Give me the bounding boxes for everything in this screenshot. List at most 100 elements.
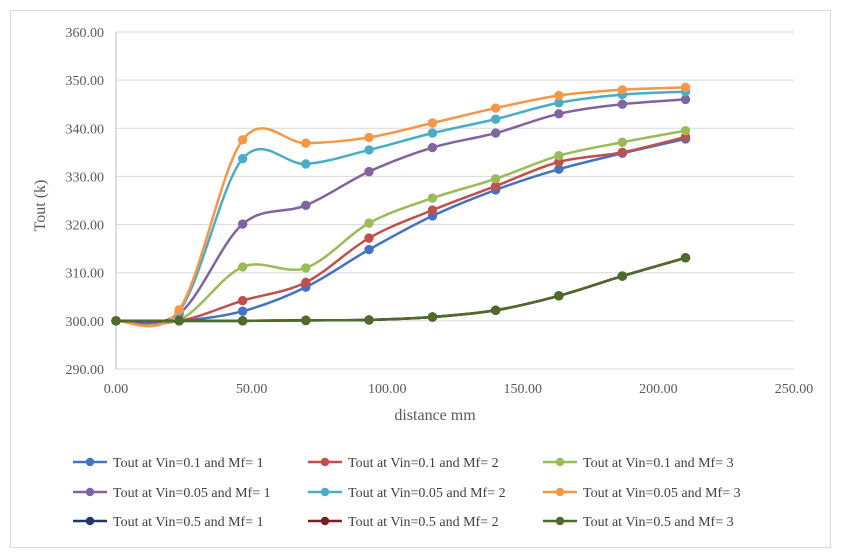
legend-item: Tout at Vin=0.05 and Mf= 2 — [308, 486, 506, 501]
x-tick-label: 250.00 — [775, 382, 814, 397]
x-tick-label: 100.00 — [368, 382, 407, 397]
data-point — [427, 205, 438, 215]
data-point — [364, 233, 374, 243]
legend-swatch-marker — [320, 487, 330, 497]
legend-swatch-marker — [555, 487, 565, 497]
data-point — [237, 135, 248, 145]
legend-label: Tout at Vin=0.1 and Mf= 1 — [113, 456, 264, 471]
data-point — [237, 219, 248, 229]
legend-label: Tout at Vin=0.5 and Mf= 2 — [348, 515, 499, 530]
legend-label: Tout at Vin=0.5 and Mf= 1 — [113, 515, 264, 530]
data-point — [174, 305, 184, 315]
data-point — [427, 118, 438, 128]
legend-label: Tout at Vin=0.1 and Mf= 3 — [583, 456, 734, 471]
data-point — [490, 305, 501, 315]
legend-label: Tout at Vin=0.05 and Mf= 2 — [348, 486, 506, 501]
data-point — [237, 295, 248, 306]
legend-label: Tout at Vin=0.05 and Mf= 3 — [583, 486, 741, 501]
legend-swatch-marker — [85, 457, 95, 467]
data-point — [364, 244, 374, 255]
data-point — [237, 262, 248, 272]
y-tick-label: 360.00 — [66, 26, 105, 41]
series-9 — [111, 253, 691, 326]
data-point — [301, 315, 311, 326]
data-point — [554, 151, 564, 161]
x-tick-label: 50.00 — [236, 382, 268, 397]
y-tick-label: 320.00 — [66, 219, 105, 234]
legend-swatch-marker — [85, 516, 95, 526]
series-line — [115, 98, 686, 325]
data-point — [490, 174, 501, 184]
legend-swatch-marker — [320, 516, 330, 526]
x-tick-label: 0.00 — [104, 382, 129, 397]
data-point — [490, 128, 501, 138]
data-point — [301, 277, 311, 288]
data-point — [301, 263, 311, 273]
data-point — [490, 114, 501, 124]
legend-item: Tout at Vin=0.5 and Mf= 2 — [308, 515, 499, 530]
legend-label: Tout at Vin=0.5 and Mf= 3 — [583, 515, 734, 530]
data-point — [237, 153, 248, 164]
data-point — [554, 291, 564, 301]
series-line — [116, 256, 686, 323]
data-point — [490, 103, 501, 113]
data-point — [427, 128, 438, 138]
chart-border — [10, 10, 831, 548]
y-tick-label: 300.00 — [66, 315, 105, 330]
legend-label: Tout at Vin=0.05 and Mf= 1 — [113, 486, 271, 501]
y-axis-title: Tout (k) — [32, 180, 49, 232]
legend-item: Tout at Vin=0.1 and Mf= 2 — [308, 456, 499, 471]
data-point — [680, 253, 691, 263]
y-tick-label: 350.00 — [66, 74, 105, 89]
data-point — [680, 94, 691, 105]
data-point — [364, 218, 374, 228]
series-4 — [111, 94, 691, 326]
data-point — [427, 312, 438, 322]
legend-label: Tout at Vin=0.1 and Mf= 2 — [348, 456, 499, 471]
data-point — [680, 82, 691, 93]
data-point — [364, 166, 374, 177]
legend-swatch-marker — [85, 487, 95, 497]
data-point — [617, 137, 628, 147]
data-point — [617, 85, 628, 95]
y-tick-label: 330.00 — [66, 170, 105, 185]
data-point — [237, 306, 248, 316]
y-tick-label: 290.00 — [66, 363, 105, 378]
x-tick-label: 200.00 — [639, 382, 678, 397]
y-tick-label: 310.00 — [66, 267, 105, 282]
data-point — [680, 125, 691, 136]
y-tick-label: 340.00 — [66, 122, 105, 137]
data-point — [617, 147, 628, 158]
data-point — [554, 90, 564, 101]
data-point — [427, 142, 438, 153]
x-tick-label: 150.00 — [504, 382, 543, 397]
data-point — [301, 138, 311, 148]
data-point — [427, 193, 438, 203]
legend-item: Tout at Vin=0.1 and Mf= 1 — [73, 456, 264, 471]
series-line — [115, 137, 686, 323]
data-point — [301, 159, 311, 169]
data-point — [364, 315, 374, 325]
data-point — [237, 316, 248, 326]
legend-swatch-marker — [555, 457, 565, 467]
data-point — [617, 271, 628, 281]
legend-item: Tout at Vin=0.1 and Mf= 3 — [543, 456, 734, 471]
legend-item: Tout at Vin=0.5 and Mf= 1 — [73, 515, 264, 530]
data-point — [364, 145, 374, 155]
legend-item: Tout at Vin=0.05 and Mf= 3 — [543, 486, 741, 501]
series-line — [115, 135, 686, 324]
x-axis-title: distance mm — [394, 407, 476, 424]
legend-item: Tout at Vin=0.5 and Mf= 3 — [543, 515, 734, 530]
legend-item: Tout at Vin=0.05 and Mf= 1 — [73, 486, 271, 501]
data-point — [301, 200, 311, 211]
data-point — [617, 99, 628, 109]
data-point — [364, 132, 374, 143]
data-point — [554, 109, 564, 119]
data-point — [111, 316, 121, 326]
legend-swatch-marker — [555, 516, 565, 526]
data-point — [174, 316, 184, 326]
series-line — [115, 129, 686, 326]
legend-swatch-marker — [320, 457, 330, 467]
